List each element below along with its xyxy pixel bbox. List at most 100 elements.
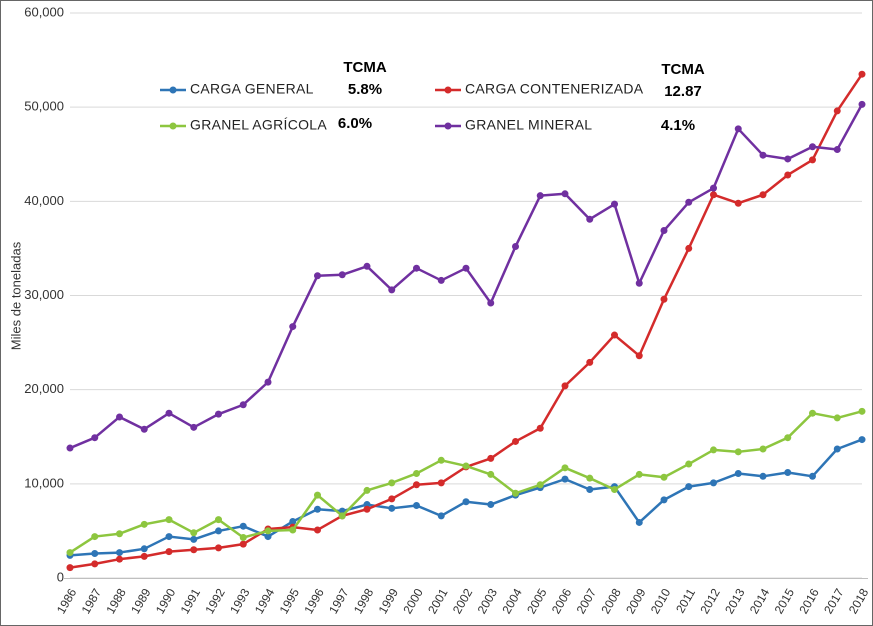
annotation: 5.8% [348, 81, 382, 98]
data-point [289, 526, 297, 534]
data-point [239, 534, 247, 542]
data-point [586, 215, 594, 223]
data-point [710, 184, 717, 192]
data-point [635, 352, 643, 360]
x-tick-label: 2011 [673, 586, 698, 616]
data-point [314, 526, 321, 534]
annotation: TCMA [661, 61, 704, 78]
data-point [586, 474, 594, 482]
data-point [734, 125, 742, 133]
x-tick-label: 2015 [772, 586, 798, 616]
data-point [140, 425, 148, 433]
data-point [116, 530, 123, 538]
data-point [338, 271, 346, 279]
annotation: TCMA [343, 59, 386, 76]
x-tick-label: 2001 [425, 586, 451, 616]
data-point [858, 100, 866, 108]
data-point [635, 279, 643, 287]
data-point [635, 470, 643, 478]
legend-marker [444, 86, 452, 94]
data-point [190, 546, 198, 554]
data-point [660, 496, 668, 504]
data-point [487, 454, 495, 462]
data-point [759, 445, 767, 453]
data-point [487, 501, 495, 509]
data-point [833, 107, 841, 115]
data-point [388, 495, 396, 503]
data-point [388, 286, 396, 294]
series-line [69, 103, 864, 450]
data-point [314, 272, 321, 280]
data-point [66, 549, 74, 557]
data-point [165, 409, 173, 417]
x-tick-label: 2003 [475, 586, 501, 616]
data-point [413, 264, 420, 272]
data-point [561, 475, 569, 483]
data-point [685, 198, 693, 206]
x-tick-label: 2017 [821, 586, 847, 616]
series-line [69, 410, 863, 554]
data-point [512, 243, 519, 251]
data-point [586, 485, 594, 493]
data-point [91, 550, 99, 558]
annotation: 12.87 [664, 83, 702, 100]
data-point [363, 505, 371, 513]
data-point [759, 191, 767, 199]
x-tick-label: 1996 [301, 586, 327, 616]
data-point [215, 516, 222, 524]
data-point [462, 462, 470, 470]
data-point [91, 434, 99, 442]
data-point [809, 472, 816, 480]
data-point [239, 522, 247, 530]
x-tick-label: 2004 [499, 586, 525, 616]
data-point [437, 512, 445, 520]
data-point [116, 549, 123, 557]
x-tick-label: 1990 [153, 586, 179, 616]
y-tick-label: 60,000 [24, 4, 64, 19]
legend-marker [169, 86, 177, 94]
data-point [215, 410, 222, 418]
data-point [660, 295, 668, 303]
data-point [116, 413, 123, 421]
data-point [858, 70, 866, 78]
data-point [734, 448, 742, 456]
legend-label: CARGA CONTENERIZADA [465, 81, 644, 97]
data-point [759, 151, 767, 159]
data-point [338, 512, 346, 520]
legend-label: GRANEL MINERAL [465, 117, 592, 133]
data-point [91, 533, 99, 541]
x-tick-label: 1991 [178, 586, 204, 616]
x-tick-label: 2009 [623, 586, 649, 616]
y-tick-label: 20,000 [24, 381, 64, 396]
data-point [215, 544, 222, 552]
y-tick-label: 30,000 [24, 287, 64, 302]
data-point [858, 407, 866, 415]
x-tick-label: 2018 [846, 586, 872, 616]
data-point [140, 545, 148, 553]
y-tick-label: 0 [57, 569, 64, 584]
y-axis-label: Miles de toneladas [8, 241, 23, 350]
legend-marker [444, 122, 452, 130]
data-point [264, 527, 272, 535]
x-tick-label: 1993 [227, 586, 253, 616]
data-point [710, 446, 717, 454]
data-point [264, 378, 272, 386]
annotation: 4.1% [661, 117, 695, 134]
data-point [734, 199, 742, 207]
data-point [660, 227, 668, 235]
x-tick-label: 1995 [277, 586, 303, 616]
data-point [264, 533, 272, 541]
data-point [314, 491, 321, 499]
data-point [561, 382, 569, 390]
data-point [413, 481, 420, 489]
x-tick-label: 2007 [574, 586, 600, 616]
data-point [611, 331, 618, 339]
data-point [190, 529, 198, 537]
data-point [487, 299, 495, 307]
data-point [685, 460, 693, 468]
data-point [462, 264, 470, 272]
data-point [586, 358, 594, 366]
data-point [833, 445, 841, 453]
data-point [784, 171, 792, 179]
data-point [116, 555, 123, 563]
